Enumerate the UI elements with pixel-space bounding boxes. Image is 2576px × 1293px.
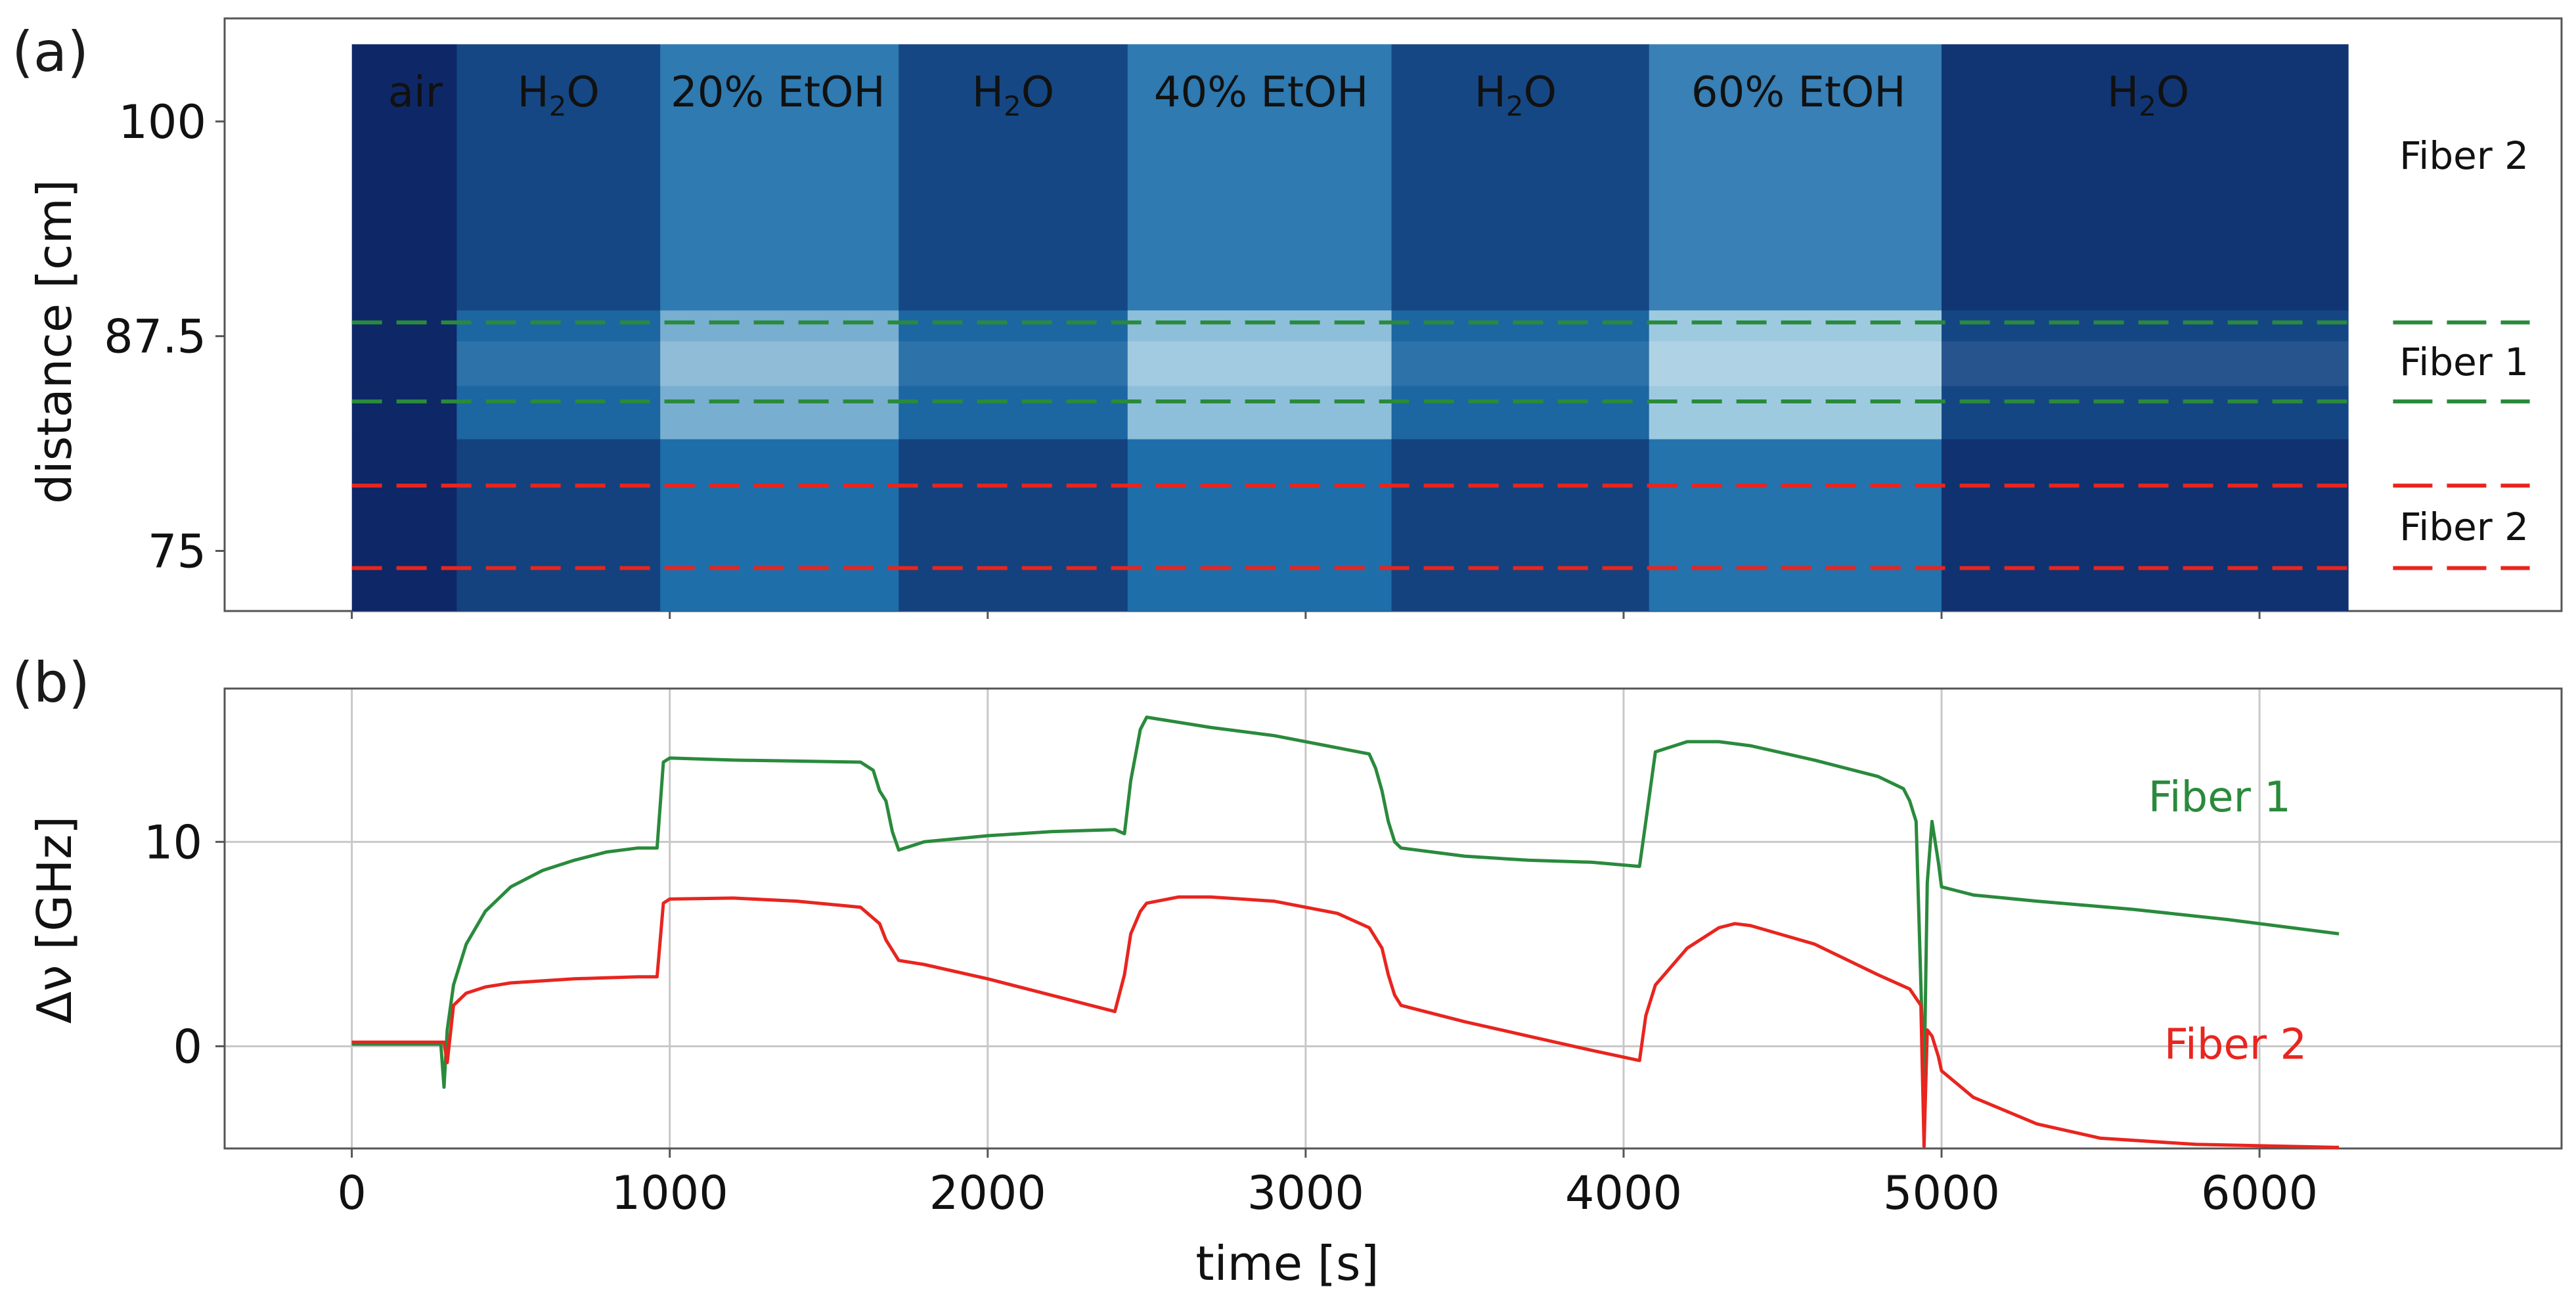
heatmap-cell: [1391, 44, 1650, 311]
heatmap-cell: [1127, 44, 1392, 311]
heatmap-cell: [456, 310, 661, 440]
heatmap-cell: [1942, 310, 2349, 440]
segment-label: H2O: [2107, 68, 2189, 122]
panel-b: (b) Fiber 1 Fiber 2 0 1000 2000 3000 4000 5000…: [12, 650, 2563, 1291]
heatmap-cell: [456, 439, 661, 611]
fiber-region-lines: [351, 320, 2530, 570]
heatmap-cell: [1942, 44, 2349, 311]
panel-b-x-ticks: 0 1000 2000 3000 4000 5000 6000: [337, 1148, 2318, 1220]
heatmap-highlight: [1391, 341, 1649, 386]
heatmap-cell: [899, 44, 1128, 311]
fiber-label: Fiber 1: [2399, 340, 2529, 384]
heatmap-highlight: [899, 341, 1128, 386]
segment-label: H2O: [1475, 68, 1557, 122]
segment-label: 60% EtOH: [1691, 68, 1906, 117]
heatmap-highlight: [1942, 341, 2349, 386]
heatmap-highlight: [1649, 341, 1942, 386]
heatmap-highlight: [456, 341, 661, 386]
x-axis-label: time [s]: [1195, 1236, 1379, 1291]
panel-a: (a) air H2O 20% EtOH H2O 40% EtOH H2O 60% EtOH…: [12, 17, 2563, 619]
panel-a-y-axis-label: distance [cm]: [27, 179, 82, 504]
panel-a-label: (a): [12, 20, 89, 84]
x-tick-label: 4000: [1565, 1166, 1682, 1220]
heatmap-cell: [351, 44, 457, 311]
heatmap-cell: [660, 439, 899, 611]
heatmap-cell: [1649, 310, 1942, 440]
heatmap-cell: [1649, 439, 1942, 611]
y-tick-label: 75: [148, 524, 206, 578]
heatmap-cell: [1391, 439, 1650, 611]
series-line-fiber-2: [351, 895, 2340, 1149]
x-tick-label: 1000: [611, 1166, 728, 1220]
segment-label: 20% EtOH: [671, 68, 885, 117]
heatmap-cell: [456, 44, 661, 311]
x-tick-label: 0: [337, 1166, 366, 1220]
y-tick-label: 87.5: [104, 310, 206, 364]
heatmap-cell: [1127, 439, 1392, 611]
y-tick-label: 10: [144, 815, 202, 869]
y-tick-label: 0: [173, 1020, 202, 1074]
x-tick-label: 3000: [1247, 1166, 1364, 1220]
segment-label: air: [388, 68, 443, 117]
series-label: Fiber 2: [2164, 1020, 2307, 1069]
fiber-labels: Fiber 2 Fiber 1 Fiber 2: [2399, 133, 2529, 549]
heatmap-cell: [899, 310, 1128, 440]
heatmap-highlight: [660, 341, 899, 386]
segment-label: H2O: [972, 68, 1054, 122]
x-tick-label: 5000: [1883, 1166, 2000, 1220]
heatmap-cell: [1127, 310, 1392, 440]
y-tick-label: 100: [118, 95, 206, 149]
heatmap-cell: [1649, 44, 1942, 311]
panel-a-x-ticks: [351, 611, 2261, 619]
fiber-label: Fiber 2: [2399, 505, 2529, 549]
segment-label: H2O: [518, 68, 600, 122]
heatmap-cell: [1391, 310, 1650, 440]
heatmap-cell: [351, 310, 457, 440]
segment-labels: air H2O 20% EtOH H2O 40% EtOH H2O 60% EtOH H2O: [388, 68, 2190, 122]
fiber-label: Fiber 2: [2399, 133, 2529, 178]
series-labels: Fiber 1 Fiber 2: [2148, 773, 2307, 1069]
heatmap-cell: [660, 44, 899, 311]
x-tick-label: 2000: [929, 1166, 1046, 1220]
heatmap-cell: [351, 439, 457, 611]
heatmap-highlight: [1127, 341, 1392, 386]
grid: [225, 689, 2562, 1148]
series-lines: [351, 715, 2340, 1149]
x-tick-label: 6000: [2201, 1166, 2318, 1220]
series-label: Fiber 1: [2148, 773, 2291, 822]
segment-label: 40% EtOH: [1154, 68, 1369, 117]
heatmap-cell: [1942, 439, 2349, 611]
panel-b-y-ticks: 0 10: [144, 815, 225, 1074]
heatmap-cell: [899, 439, 1128, 611]
heatmap: [351, 44, 2349, 611]
panel-b-y-axis-label: Δν [GHz]: [27, 816, 82, 1024]
panel-a-y-ticks: 75 87.5 100: [104, 95, 225, 578]
panel-b-frame: [223, 687, 2563, 1150]
series-line-fiber-1: [351, 715, 2340, 1089]
panel-b-label: (b): [12, 650, 90, 715]
heatmap-cell: [660, 310, 899, 440]
